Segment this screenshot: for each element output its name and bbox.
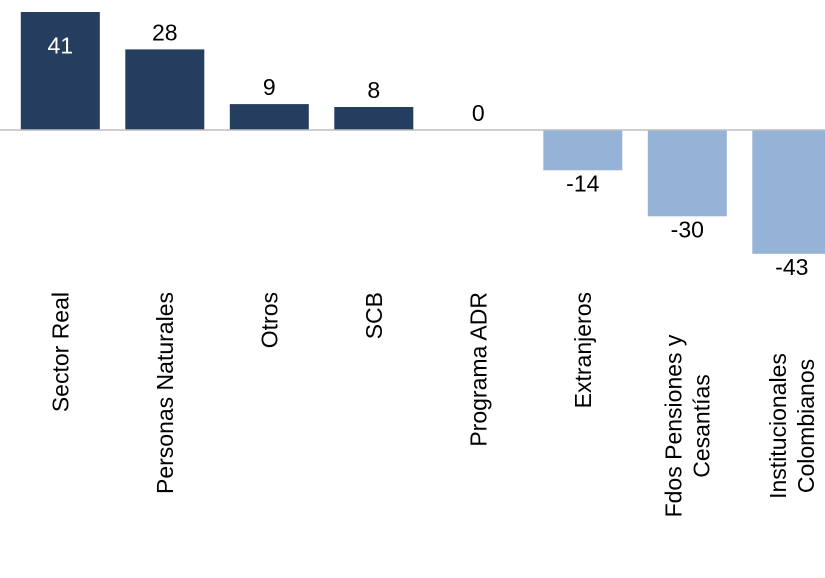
bar-2 (229, 104, 309, 130)
category-label-1: Personas Naturales (152, 292, 178, 494)
bar-0 (20, 12, 100, 130)
value-label-3: 8 (367, 77, 380, 103)
category-label-0: Sector Real (47, 292, 73, 412)
category-label-3: SCB (361, 292, 387, 339)
bar-1 (125, 49, 205, 130)
category-label-2: Otros (256, 292, 282, 348)
value-label-5: -14 (566, 170, 599, 196)
bar-3 (334, 107, 414, 130)
category-label-5: Extranjeros (570, 292, 596, 408)
value-label-4: 0 (472, 100, 485, 126)
bar-5 (543, 130, 623, 171)
value-labels-group: 41 28 9 8 0 -14 -30 -43 (48, 19, 809, 279)
bars-group (20, 12, 825, 254)
category-labels-group: Sector Real Personas Naturales Otros SCB Pro… (47, 292, 819, 517)
category-label-4: Programa ADR (465, 292, 491, 447)
value-label-7: -43 (775, 254, 808, 280)
value-label-1: 28 (152, 19, 178, 45)
category-label-7-line-1: Colombianos (793, 359, 819, 493)
bar-7 (752, 130, 825, 254)
value-label-2: 9 (263, 74, 276, 100)
value-label-6: -30 (671, 216, 704, 242)
category-label-6-line-0: Fdos Pensiones y (660, 334, 686, 517)
category-label-7-line-0: Institucionales (765, 353, 791, 499)
value-label-0: 41 (48, 33, 74, 59)
category-label-6-line-1: Cesantías (688, 374, 714, 478)
bar-6 (647, 130, 727, 217)
